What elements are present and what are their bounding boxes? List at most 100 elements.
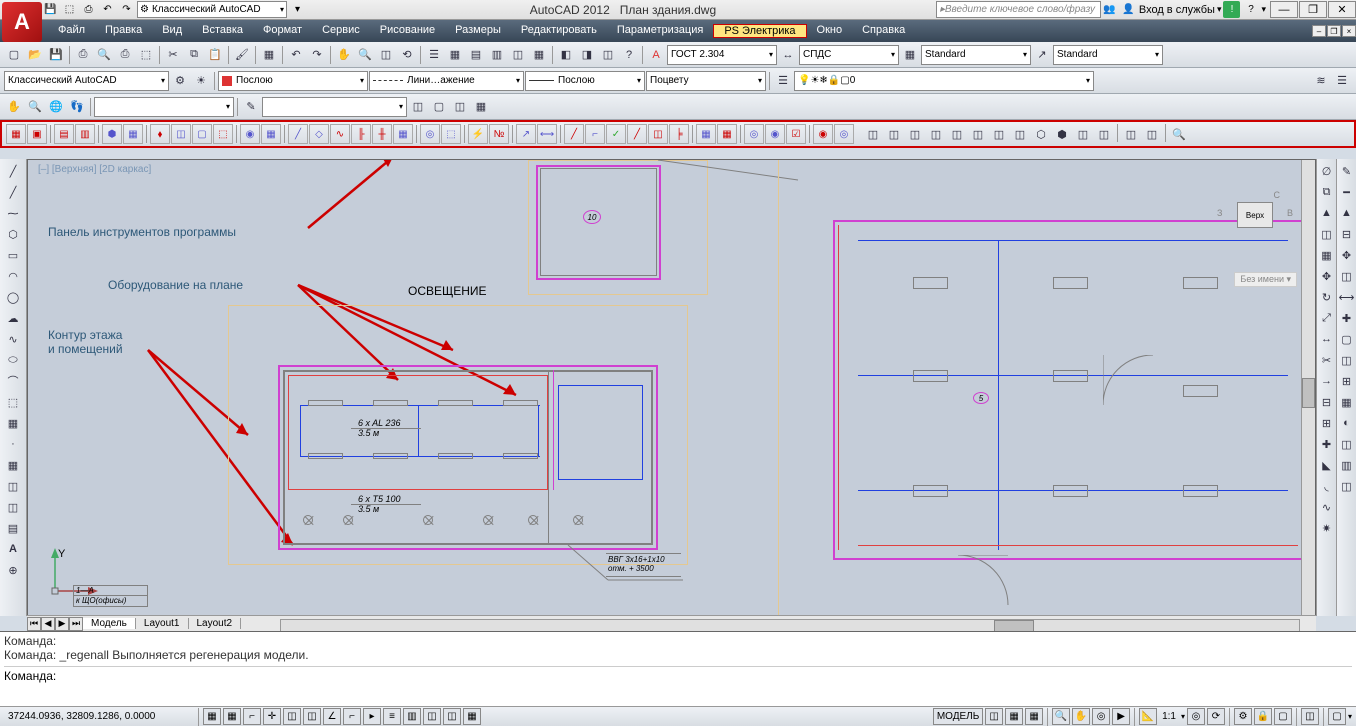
r2-8[interactable]: ✚ <box>1337 308 1356 328</box>
draw-pline[interactable]: ⁓ <box>3 203 23 223</box>
mod-chamfer[interactable]: ◣ <box>1317 455 1337 475</box>
sb-qp[interactable]: ◫ <box>423 708 441 725</box>
sb-3dosnap[interactable]: ◫ <box>303 708 321 725</box>
mod-mirror[interactable]: ▲ <box>1317 203 1337 223</box>
tb-3d-9[interactable]: ⬡ <box>1031 124 1051 144</box>
r2-4[interactable]: ⊟ <box>1337 224 1356 244</box>
prog-btn-16[interactable]: ╟ <box>351 124 371 144</box>
tb-redo[interactable]: ↷ <box>307 45 327 65</box>
menu-вид[interactable]: Вид <box>152 24 192 36</box>
exchange-icon[interactable]: ! <box>1223 1 1240 18</box>
mod-break2[interactable]: ⊞ <box>1317 413 1337 433</box>
sb-osnap[interactable]: ◫ <box>283 708 301 725</box>
mod-join[interactable]: ✚ <box>1317 434 1337 454</box>
sb-am[interactable]: ▦ <box>463 708 481 725</box>
tb-3dprint[interactable]: ⬚ <box>136 45 156 65</box>
tb-zoom2[interactable]: 🔍 <box>25 97 45 117</box>
prog-btn-18[interactable]: ▦ <box>393 124 413 144</box>
tb-arx2[interactable]: ◨ <box>577 45 597 65</box>
prog-btn-27[interactable]: ✓ <box>606 124 626 144</box>
tb-3d-5[interactable]: ◫ <box>947 124 967 144</box>
menu-окно[interactable]: Окно <box>807 24 853 36</box>
tb-paste[interactable]: 📋 <box>205 45 225 65</box>
mod-fillet[interactable]: ◟ <box>1317 476 1337 496</box>
mod-extend[interactable]: → <box>1317 371 1337 391</box>
sb-qvl[interactable]: ▦ <box>1025 708 1043 725</box>
r2-2[interactable]: ━ <box>1337 182 1356 202</box>
prog-btn-6[interactable]: ▦ <box>123 124 143 144</box>
tb-ref2[interactable]: ▢ <box>429 97 449 117</box>
tb-zoom[interactable]: 🔍 <box>355 45 375 65</box>
sb-polar[interactable]: ✛ <box>263 708 281 725</box>
infocenter-icon[interactable]: 👥 <box>1101 1 1118 18</box>
prog-btn-34[interactable]: ◉ <box>765 124 785 144</box>
prog-btn-36[interactable]: ◉ <box>813 124 833 144</box>
prog-btn-13[interactable]: ╱ <box>288 124 308 144</box>
tb-walk[interactable]: 👣 <box>67 97 87 117</box>
cmd-prompt[interactable]: Команда: <box>4 666 1352 683</box>
r2-16[interactable]: ◫ <box>1337 476 1356 496</box>
tb-3d-10[interactable]: ⬢ <box>1052 124 1072 144</box>
tb-dimstyle-icon[interactable]: ↔ <box>778 45 798 65</box>
prog-btn-28[interactable]: ╱ <box>627 124 647 144</box>
lineweight-dropdown[interactable]: Послою▾ <box>525 71 645 91</box>
draw-polygon[interactable]: ⬡ <box>3 224 23 244</box>
prog-btn-33[interactable]: ◎ <box>744 124 764 144</box>
window-close[interactable]: ✕ <box>1328 1 1356 18</box>
draw-xline[interactable]: ╱ <box>3 182 23 202</box>
tb-palette[interactable]: ▤ <box>466 45 486 65</box>
app-logo[interactable]: A <box>2 2 42 42</box>
tb-markup[interactable]: ◫ <box>508 45 528 65</box>
qat-dropdown[interactable]: ▾ <box>289 1 306 18</box>
draw-rect[interactable]: ▭ <box>3 245 23 265</box>
prog-btn-19[interactable]: ◎ <box>420 124 440 144</box>
tb-3d-6[interactable]: ◫ <box>968 124 988 144</box>
tb-pan[interactable]: ✋ <box>334 45 354 65</box>
prog-btn-1[interactable]: ▦ <box>6 124 26 144</box>
menu-рисование[interactable]: Рисование <box>370 24 445 36</box>
tb-layiso[interactable]: ≋ <box>1311 71 1331 91</box>
workspace-selector[interactable]: ⚙Классический AutoCAD▾ <box>137 1 287 18</box>
qat-save[interactable]: 💾 <box>42 1 59 18</box>
sb-ws[interactable]: ⚙ <box>1234 708 1252 725</box>
workspace2-dropdown[interactable]: Классический AutoCAD▾ <box>4 71 169 91</box>
tab-модель[interactable]: Модель <box>83 618 136 629</box>
sb-showmotion[interactable]: ▶ <box>1112 708 1130 725</box>
tb-qcalc[interactable]: ▦ <box>529 45 549 65</box>
prog-btn-14[interactable]: ◇ <box>309 124 329 144</box>
tb-new[interactable]: ▢ <box>4 45 24 65</box>
mod-move[interactable]: ✥ <box>1317 266 1337 286</box>
prog-btn-17[interactable]: ╫ <box>372 124 392 144</box>
vscroll[interactable] <box>1301 160 1315 615</box>
search-input[interactable]: ▸ Введите ключевое слово/фразу <box>936 1 1101 18</box>
ref-dropdown[interactable]: ▾ <box>262 97 407 117</box>
draw-table[interactable]: ▤ <box>3 518 23 538</box>
layer-list-dropdown[interactable]: 💡☀❄🔒▢ 0▾ <box>794 71 1094 91</box>
prog-btn-21[interactable]: ⚡ <box>468 124 488 144</box>
prog-btn-22[interactable]: № <box>489 124 509 144</box>
tb-dc[interactable]: ▦ <box>445 45 465 65</box>
viewcube[interactable]: С Верх З В <box>1225 190 1285 240</box>
sb-lock[interactable]: 🔒 <box>1254 708 1272 725</box>
draw-gradient[interactable]: ◫ <box>3 476 23 496</box>
tb-blockEditor[interactable]: ▦ <box>259 45 279 65</box>
tb-undo[interactable]: ↶ <box>286 45 306 65</box>
tab-nav-last[interactable]: ⏭ <box>69 617 83 631</box>
tb-layuniso[interactable]: ☰ <box>1332 71 1352 91</box>
prog-btn-23[interactable]: ↗ <box>516 124 536 144</box>
draw-line[interactable]: ╱ <box>3 161 23 181</box>
sb-tpy[interactable]: ▥ <box>403 708 421 725</box>
sb-ducs[interactable]: ⌐ <box>343 708 361 725</box>
prog-btn-25[interactable]: ╱ <box>564 124 584 144</box>
menu-размеры[interactable]: Размеры <box>445 24 511 36</box>
prog-btn-11[interactable]: ◉ <box>240 124 260 144</box>
qat-print[interactable]: ⎙ <box>80 1 97 18</box>
standard1-dropdown[interactable]: СПДС▾ <box>799 45 899 65</box>
prog-btn-7[interactable]: ⬧ <box>150 124 170 144</box>
mod-break[interactable]: ⊟ <box>1317 392 1337 412</box>
qat-saveas[interactable]: ⬚ <box>61 1 78 18</box>
sb-dyn[interactable]: ▸ <box>363 708 381 725</box>
tb-layer-mgr[interactable]: ☰ <box>773 71 793 91</box>
sb-model[interactable]: МОДЕЛЬ <box>933 708 983 725</box>
sb-grid[interactable]: ▦ <box>223 708 241 725</box>
